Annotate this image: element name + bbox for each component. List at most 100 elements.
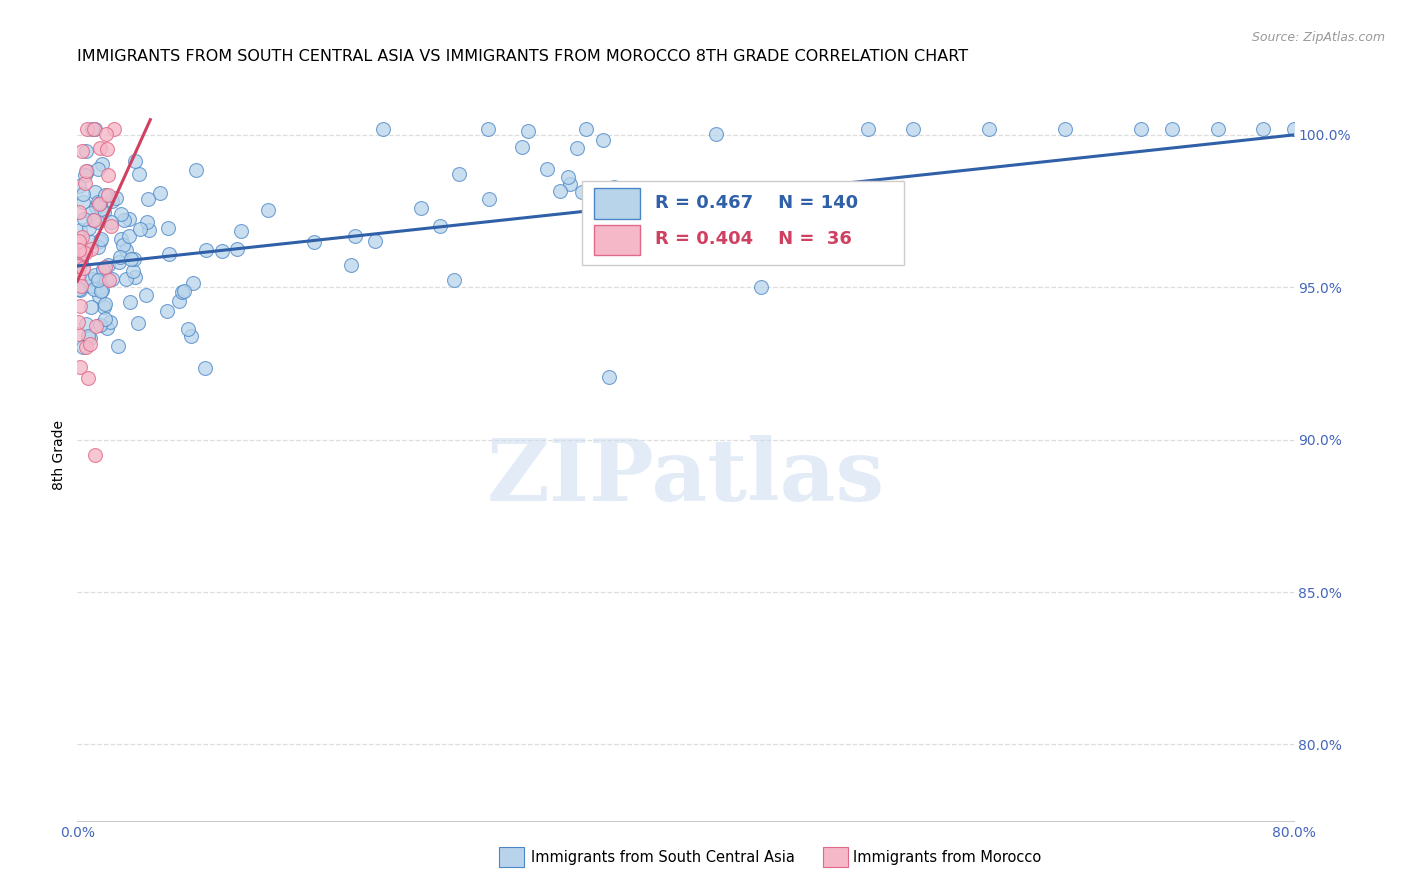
Point (75, 144, 97, 158)
Point (124, 153, 146, 168)
Point (101, 194, 124, 209)
Point (80, 300, 103, 314)
Point (1206, 121, 1229, 136)
Point (90, 283, 112, 297)
Point (91, 264, 114, 278)
Point (80, 206, 103, 220)
Point (447, 167, 470, 181)
Point (1054, 121, 1077, 136)
Point (70, 229, 93, 244)
Text: R = 0.467    N = 140: R = 0.467 N = 140 (655, 194, 858, 211)
Point (136, 192, 159, 206)
Text: Immigrants from Morocco: Immigrants from Morocco (853, 850, 1042, 864)
Point (76, 121, 98, 136)
Point (114, 243, 136, 257)
Point (104, 191, 127, 205)
Point (90, 284, 112, 298)
Point (560, 177, 582, 191)
Point (89, 289, 111, 303)
Point (96, 142, 118, 156)
Point (120, 252, 142, 266)
Point (602, 179, 624, 194)
Point (101, 272, 124, 286)
Point (443, 273, 465, 287)
Point (97, 169, 120, 183)
Point (157, 247, 180, 261)
Point (100, 219, 122, 233)
Point (90, 232, 112, 246)
Point (364, 235, 387, 249)
Point (548, 184, 571, 198)
Point (80, 235, 103, 249)
Text: ZIPatlas: ZIPatlas (486, 435, 884, 519)
Point (75, 176, 97, 190)
Point (94, 297, 117, 311)
Point (429, 219, 451, 234)
Point (167, 294, 190, 309)
Point (69, 247, 91, 261)
Point (69, 223, 91, 237)
Point (90, 202, 112, 216)
Point (211, 244, 233, 259)
Point (184, 162, 207, 177)
Point (571, 185, 593, 199)
Point (536, 162, 558, 177)
Point (111, 238, 134, 252)
Point (94, 273, 117, 287)
Point (93, 260, 115, 274)
Point (827, 227, 849, 241)
Point (89, 141, 111, 155)
Point (86, 162, 108, 177)
Point (510, 140, 533, 154)
Point (98, 315, 121, 329)
Point (122, 252, 145, 267)
FancyBboxPatch shape (582, 180, 904, 265)
Point (87, 239, 110, 253)
Point (136, 214, 159, 228)
Point (87, 215, 110, 229)
Point (76, 328, 98, 343)
Point (229, 224, 252, 238)
Point (120, 295, 142, 310)
Point (1282, 121, 1305, 136)
Point (94, 127, 117, 141)
Point (91, 157, 114, 171)
Point (72, 144, 94, 158)
Point (76, 371, 98, 385)
Point (80, 272, 103, 286)
Point (180, 329, 202, 343)
Point (903, 121, 925, 136)
Point (94, 188, 117, 202)
Point (128, 167, 150, 181)
Point (592, 133, 614, 147)
Point (69, 244, 91, 258)
Point (118, 212, 141, 227)
Point (69, 283, 91, 297)
Point (84, 268, 107, 282)
Point (1161, 121, 1184, 136)
Point (477, 192, 499, 206)
Point (67, 178, 90, 193)
Point (477, 121, 499, 136)
Point (70, 279, 93, 293)
Point (86, 318, 108, 333)
Text: IMMIGRANTS FROM SOUTH CENTRAL ASIA VS IMMIGRANTS FROM MOROCCO 8TH GRADE CORRELAT: IMMIGRANTS FROM SOUTH CENTRAL ASIA VS IM… (77, 49, 969, 64)
Point (194, 360, 217, 375)
Point (72, 341, 94, 355)
Point (86, 273, 108, 287)
Point (72, 186, 94, 201)
Point (1130, 121, 1153, 136)
Point (979, 121, 1001, 136)
Point (115, 272, 138, 286)
Text: Source: ZipAtlas.com: Source: ZipAtlas.com (1251, 31, 1385, 45)
Point (796, 211, 818, 226)
Point (100, 215, 122, 229)
Point (1251, 121, 1274, 136)
Point (557, 170, 579, 185)
Point (118, 228, 141, 243)
Point (75, 340, 97, 354)
Bar (595, 225, 640, 255)
Point (108, 250, 131, 264)
Bar (595, 188, 640, 219)
Point (69, 299, 91, 313)
